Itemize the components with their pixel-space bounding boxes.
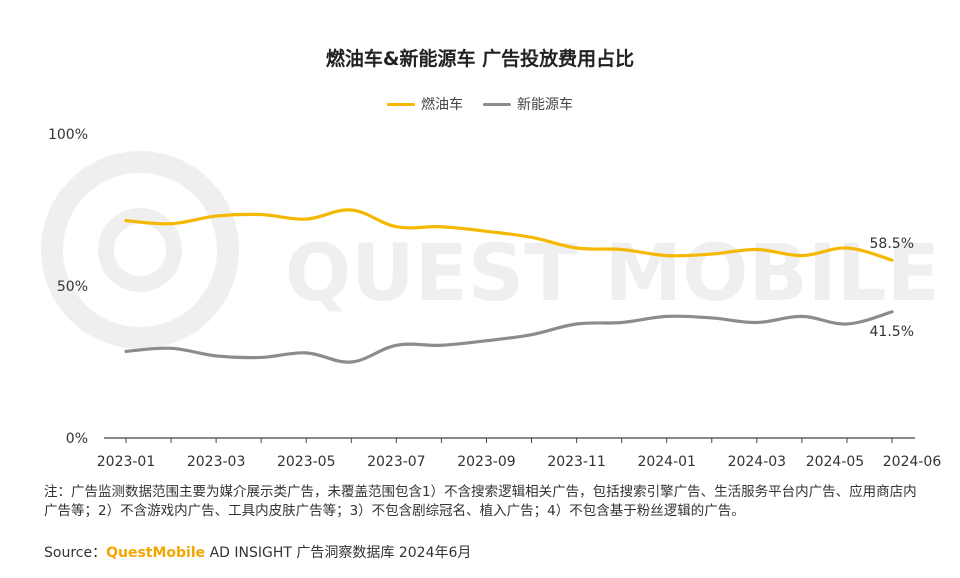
source-label: Source： [44,545,107,561]
series-layer [124,208,894,364]
x-tick-label: 2023-03 [187,454,246,470]
y-tick-label: 50% [57,279,88,295]
x-axis: 2023-01 2023-03 2023-05 2023-07 2023-09 2023-… [97,437,942,470]
watermark-text: QUEST MOBILE [285,229,940,319]
x-tick-label: 2024-01 [637,454,696,470]
y-tick-label: 0% [66,431,88,447]
x-tick-label: 2023-05 [277,454,336,470]
source-brand: QuestMobile [106,545,206,561]
legend-swatch-fuel [387,102,415,106]
watermark-inner-ring [98,208,182,292]
line-chart: QUEST MOBILE 0%50%100% 2023-01 2023-03 202… [41,127,942,470]
x-tick-label: 2023-07 [367,454,426,470]
series-line-fuel [124,208,894,262]
x-tick-label: 2024-03 [728,454,787,470]
watermark: QUEST MOBILE [41,151,940,349]
x-tick-label: 2023-11 [547,454,606,470]
y-tick-label: 100% [48,127,88,143]
legend-item-nev: 新能源车 [483,94,573,114]
annotation-layer: 58.5% 41.5% [870,236,914,340]
legend-item-fuel: 燃油车 [387,94,463,114]
end-label-fuel: 58.5% [870,236,914,252]
legend-label-fuel: 燃油车 [421,97,463,113]
x-tick-label: 2023-09 [457,454,516,470]
source-line: Source：QuestMobile AD INSIGHT 广告洞察数据库 20… [44,542,471,562]
footnote: 注：广告监测数据范围主要为媒介展示类广告，未覆盖范围包含1）不含搜索逻辑相关广告… [44,484,917,519]
x-tick-label: 2024-05 [806,454,865,470]
x-tick-label: 2023-01 [97,454,156,470]
y-axis: 0% 50% 100% [48,127,88,447]
legend-label-nev: 新能源车 [517,97,573,113]
series-line-nev [124,310,894,364]
legend-swatch-nev [483,102,511,106]
end-label-nev: 41.5% [870,324,914,340]
watermark-ring [41,151,239,349]
source-rest: AD INSIGHT 广告洞察数据库 2024年6月 [205,545,472,561]
legend: 燃油车 新能源车 [0,94,960,114]
chart-title: 燃油车&新能源车 广告投放费用占比 [325,48,635,70]
x-tick-label: 2024-06 [883,454,942,470]
